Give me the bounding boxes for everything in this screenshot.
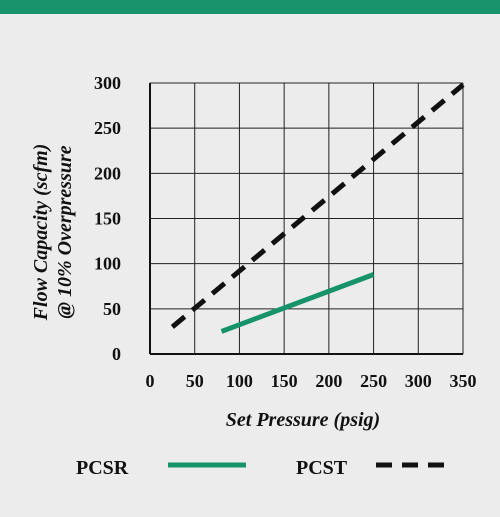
header-accent-bar xyxy=(0,0,500,14)
x-tick-label-250: 250 xyxy=(360,371,387,391)
y-tick-label-50: 50 xyxy=(103,299,121,319)
y-tick-label-300: 300 xyxy=(94,73,121,93)
x-tick-label-200: 200 xyxy=(315,371,342,391)
series-line-pcsr xyxy=(220,272,375,334)
chart-panel xyxy=(0,14,500,517)
y-axis-title-line2: @ 10% Overpressure xyxy=(54,145,76,318)
x-axis-title: Set Pressure (psig) xyxy=(226,409,380,431)
y-tick-label-100: 100 xyxy=(94,254,121,274)
x-tick-label-350: 350 xyxy=(450,371,477,391)
y-tick-labels: 0 50 100 150 200 250 300 xyxy=(94,73,121,364)
series-lines xyxy=(170,82,465,334)
y-tick-label-150: 150 xyxy=(94,209,121,229)
x-tick-label-50: 50 xyxy=(186,371,204,391)
y-tick-label-250: 250 xyxy=(94,118,121,138)
y-tick-label-0: 0 xyxy=(112,344,121,364)
x-tick-labels: 0 50 100 150 200 250 300 350 xyxy=(146,371,477,391)
x-tick-label-100: 100 xyxy=(226,371,253,391)
y-tick-label-200: 200 xyxy=(94,163,121,183)
y-axis-title-line1: Flow Capacity (scfm) xyxy=(30,144,52,322)
legend-label-pcst: PCST xyxy=(296,457,348,479)
legend: PCSR PCST xyxy=(76,457,452,479)
axes xyxy=(149,83,463,355)
x-tick-label-0: 0 xyxy=(146,371,155,391)
x-tick-label-150: 150 xyxy=(271,371,298,391)
legend-label-pcsr: PCSR xyxy=(76,457,129,479)
series-line-pcst xyxy=(170,82,465,329)
x-tick-label-300: 300 xyxy=(405,371,432,391)
